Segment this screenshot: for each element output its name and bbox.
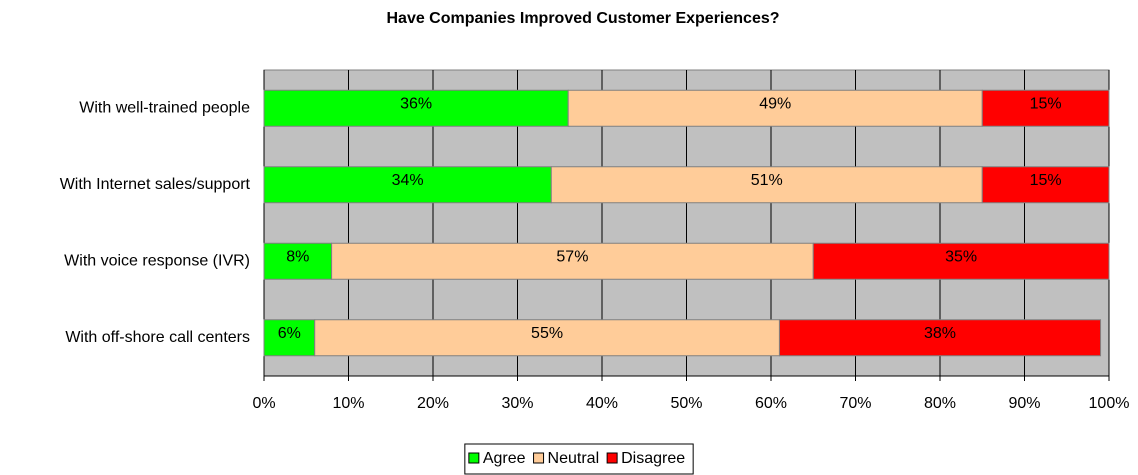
- data-label: 49%: [759, 95, 791, 112]
- bar-segment: [550, 166, 983, 204]
- bar-segment: [778, 319, 1102, 357]
- y-tick-label: With Internet sales/support: [60, 176, 251, 193]
- bar-segment: [331, 242, 814, 280]
- bar-segment: [263, 166, 552, 204]
- legend-label: Agree: [483, 450, 526, 467]
- data-label: 6%: [278, 325, 301, 342]
- legend-box: [464, 443, 694, 475]
- x-tick-label: 40%: [586, 395, 618, 412]
- bar-segment: [981, 166, 1110, 204]
- bar-segment: [263, 242, 333, 280]
- chart-title: Have Companies Improved Customer Experie…: [386, 10, 779, 27]
- x-tick-label: 60%: [755, 395, 787, 412]
- x-tick-label: 10%: [332, 395, 364, 412]
- x-tick-label: 0%: [252, 395, 275, 412]
- y-tick-label: With well-trained people: [79, 99, 250, 116]
- data-label: 8%: [286, 248, 309, 265]
- data-label: 15%: [1030, 95, 1062, 112]
- bar-segment: [314, 319, 780, 357]
- data-label: 36%: [400, 95, 432, 112]
- bar-segment: [567, 89, 983, 127]
- data-label: 57%: [556, 248, 588, 265]
- bar-segment: [263, 89, 569, 127]
- x-tick-label: 20%: [417, 395, 449, 412]
- data-label: 35%: [945, 248, 977, 265]
- x-tick-label: 50%: [670, 395, 702, 412]
- legend-swatch: [468, 452, 480, 464]
- data-label: 51%: [751, 172, 783, 189]
- y-tick-label: With off-shore call centers: [65, 329, 250, 346]
- legend: Agree Neutral Disagree: [464, 443, 694, 475]
- x-tick-label: 100%: [1089, 395, 1130, 412]
- y-tick-label: With voice response (IVR): [64, 252, 250, 269]
- x-tick-label: 30%: [501, 395, 533, 412]
- bar-segment: [981, 89, 1110, 127]
- data-label: 38%: [924, 325, 956, 342]
- data-label: 15%: [1030, 172, 1062, 189]
- x-tick-label: 90%: [1008, 395, 1040, 412]
- bar-segment: [812, 242, 1110, 280]
- data-label: 34%: [392, 172, 424, 189]
- x-tick-label: 70%: [839, 395, 871, 412]
- legend-label: Disagree: [621, 450, 685, 467]
- bar-segment: [263, 319, 316, 357]
- data-label: 55%: [531, 325, 563, 342]
- x-tick-label: 80%: [924, 395, 956, 412]
- legend-swatch: [606, 452, 618, 464]
- legend-label: Neutral: [548, 450, 600, 467]
- legend-swatch: [533, 452, 545, 464]
